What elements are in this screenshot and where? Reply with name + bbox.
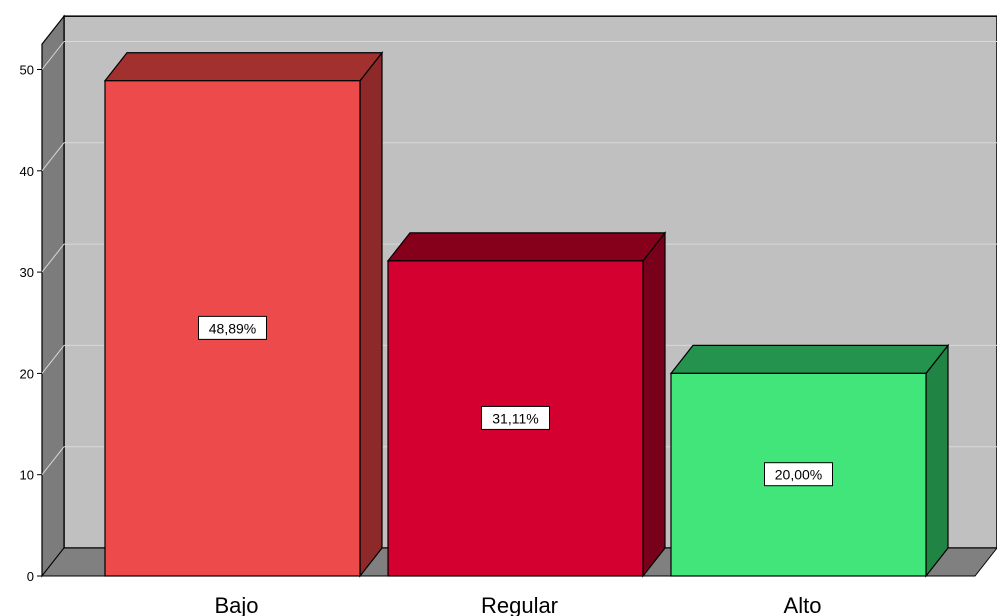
gridline-side xyxy=(41,41,65,70)
x-category-label: Regular xyxy=(481,593,558,616)
gridline-side xyxy=(41,142,65,172)
data-label: 31,11% xyxy=(492,410,538,426)
bar-bajo: 48,89% xyxy=(103,51,384,578)
bar-alto: 20,00% xyxy=(669,343,950,578)
y-axis: 0 10 20 30 40 50 xyxy=(20,63,42,584)
y-tick-label: 20 xyxy=(20,366,34,381)
data-label-box xyxy=(481,405,550,430)
bar-top xyxy=(669,344,950,374)
x-axis: Bajo Regular Alto xyxy=(214,593,821,616)
y-tick-label: 0 xyxy=(27,569,34,584)
x-category-label: Alto xyxy=(784,593,822,616)
bars: 48,89% 31,11% 20,00% xyxy=(103,51,950,578)
bar-side xyxy=(359,51,383,578)
y-tick-label: 30 xyxy=(20,265,34,280)
bar-regular: 31,11% xyxy=(386,231,667,578)
y-tick-label: 10 xyxy=(20,468,34,483)
y-tick-label: 40 xyxy=(20,164,34,179)
bar-side xyxy=(925,343,949,578)
x-category-label: Bajo xyxy=(214,593,258,616)
data-label-box xyxy=(198,315,267,340)
side-wall xyxy=(41,14,65,578)
data-label: 20,00% xyxy=(775,467,822,483)
gridline-side xyxy=(41,345,65,374)
data-label-box xyxy=(764,462,833,487)
bar-top xyxy=(386,232,667,262)
gridline-side xyxy=(41,243,65,273)
bar-side xyxy=(642,231,666,578)
data-label: 48,89% xyxy=(209,320,256,336)
bar-top xyxy=(103,52,384,82)
gridline-side xyxy=(41,446,65,476)
y-tick-label: 50 xyxy=(20,63,34,78)
